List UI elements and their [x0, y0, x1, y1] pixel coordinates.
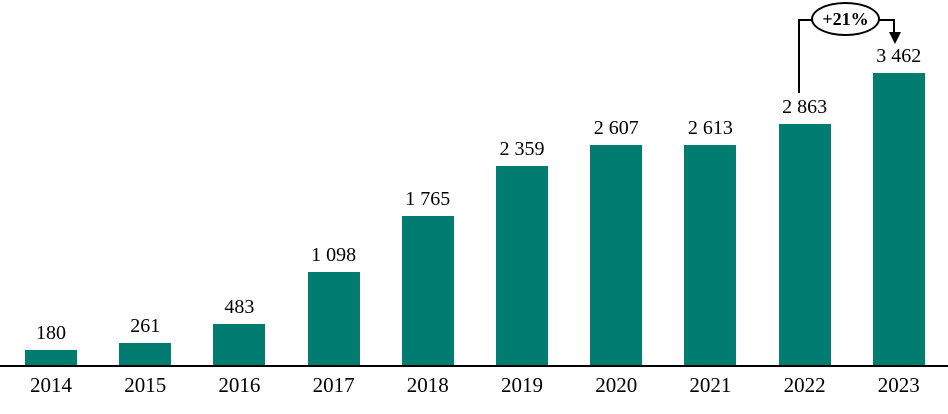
x-tick-2020: 2020	[595, 373, 638, 397]
x-tick-2014: 2014	[30, 373, 72, 397]
x-tick-2018: 2018	[406, 373, 449, 397]
x-tick-2017: 2017	[312, 373, 355, 397]
bar-2015	[119, 343, 172, 365]
bar-2017	[307, 272, 360, 365]
bar-2022	[778, 124, 831, 365]
bar-2019	[496, 166, 548, 365]
annotation-connector-left-vertical	[798, 19, 800, 93]
value-label-2020: 2 607	[593, 117, 639, 139]
x-tick-2016: 2016	[218, 373, 261, 397]
arrow-down-icon	[889, 32, 901, 44]
value-label-2022: 2 863	[782, 96, 828, 118]
bar-2020	[590, 145, 643, 365]
value-label-2017: 1 098	[311, 244, 357, 266]
value-label-2018: 1 765	[405, 188, 451, 210]
x-tick-2022: 2022	[783, 373, 826, 397]
value-label-2023: 3 462	[876, 45, 922, 67]
value-label-2019: 2 359	[499, 138, 545, 160]
x-tick-2021: 2021	[689, 373, 732, 397]
bar-2023	[872, 73, 925, 365]
x-tick-2015: 2015	[124, 373, 167, 397]
bar-2014	[25, 350, 77, 365]
value-label-2021: 2 613	[687, 117, 733, 139]
growth-callout-label: +21%	[822, 8, 869, 29]
growth-callout-ellipse: +21%	[811, 2, 880, 36]
annotation-connector-right-vertical	[893, 19, 895, 33]
value-label-2014: 180	[36, 322, 66, 344]
x-tick-2019: 2019	[501, 373, 543, 397]
value-label-2015: 261	[130, 315, 161, 337]
bar-2016	[213, 324, 266, 365]
bar-2018	[401, 216, 454, 365]
x-axis-line	[0, 365, 948, 367]
value-label-2016: 483	[224, 296, 255, 318]
x-tick-2023: 2023	[877, 373, 920, 397]
bar-2021	[684, 145, 737, 365]
